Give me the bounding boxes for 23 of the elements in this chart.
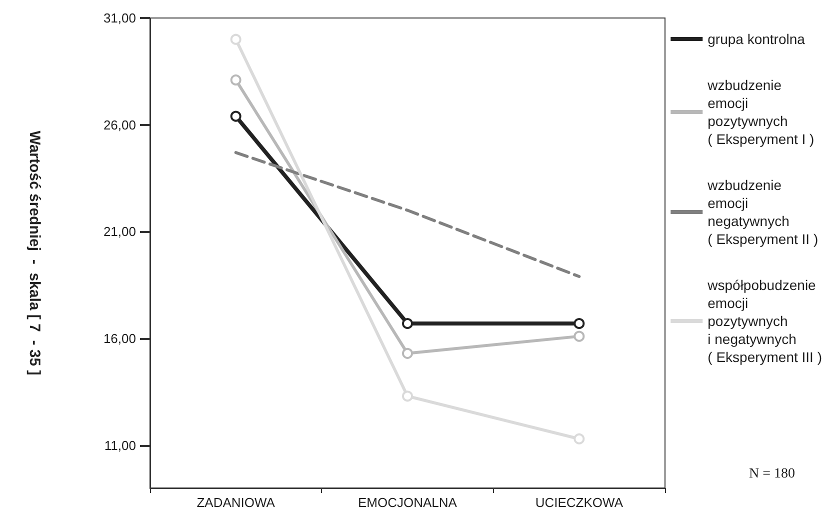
y-tick-label: 11,00 xyxy=(104,438,136,453)
y-tick-label: 21,00 xyxy=(103,224,136,240)
point xyxy=(230,110,242,122)
point xyxy=(574,330,585,342)
legend-label: współpobudzenie emocji pozytywnych i negatywnych ( Eksperyment III ) xyxy=(706,277,822,365)
point xyxy=(402,348,413,359)
point xyxy=(574,433,585,444)
y-tick-label: 31,00 xyxy=(103,10,136,26)
text: N = 180 xyxy=(748,466,796,482)
point xyxy=(402,390,413,402)
y-tick-label: 16,00 xyxy=(103,330,136,346)
point xyxy=(574,318,585,329)
legend-label: wzbudzenie emocji negatywnych ( Eksperyment II ) xyxy=(706,177,818,247)
x-tick-label: UCIECZKOWA xyxy=(535,495,624,510)
legend-label: wzbudzenie emocji pozytywnych ( Eksperyment I ) xyxy=(706,77,814,147)
y-axis-title: Wartość średniej - skala [ 7 - 35 ] xyxy=(26,130,43,376)
x-tick-label: ZADANIOWA xyxy=(196,495,276,510)
x-tick-label: EMOCJONALNA xyxy=(358,495,458,510)
y-tick-label: 26,00 xyxy=(103,117,136,132)
point xyxy=(402,318,413,329)
legend-label: grupa kontrolna xyxy=(708,31,806,47)
point xyxy=(230,34,242,45)
point xyxy=(230,74,242,86)
